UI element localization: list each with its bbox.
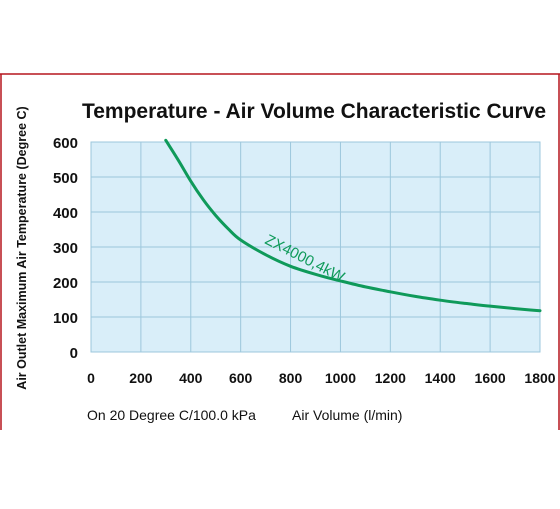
x-tick-label: 200	[129, 370, 153, 386]
y-tick-label: 200	[53, 275, 78, 292]
x-tick-label: 600	[229, 370, 253, 386]
x-tick-labels: 0 200 400 600 800 1000 1200 1400 1600 1800	[87, 370, 556, 386]
y-tick-labels: 0 100 200 300 400 500 600	[53, 135, 78, 362]
plot-border	[90, 141, 541, 353]
x-tick-label: 0	[87, 370, 95, 386]
y-tick-label: 0	[70, 345, 78, 362]
x-tick-label: 1800	[524, 370, 555, 386]
y-tick-label: 300	[53, 240, 78, 257]
x-tick-label: 400	[179, 370, 203, 386]
y-tick-label: 100	[53, 310, 78, 327]
x-axis-label: Air Volume (l/min)	[292, 407, 402, 423]
y-axis-label: Air Outlet Maximum Air Temperature (Degr…	[15, 106, 29, 389]
y-tick-label: 400	[53, 205, 78, 222]
x-tick-label: 1200	[375, 370, 406, 386]
y-tick-label: 600	[53, 135, 78, 152]
x-tick-label: 1000	[325, 370, 356, 386]
chart-title: Temperature - Air Volume Characteristic …	[82, 100, 546, 123]
x-tick-label: 1400	[425, 370, 456, 386]
x-tick-label: 1600	[475, 370, 506, 386]
series-line	[164, 138, 542, 313]
condition-footnote: On 20 Degree C/100.0 kPa	[87, 407, 256, 423]
y-tick-label: 500	[53, 170, 78, 187]
x-tick-label: 800	[279, 370, 303, 386]
